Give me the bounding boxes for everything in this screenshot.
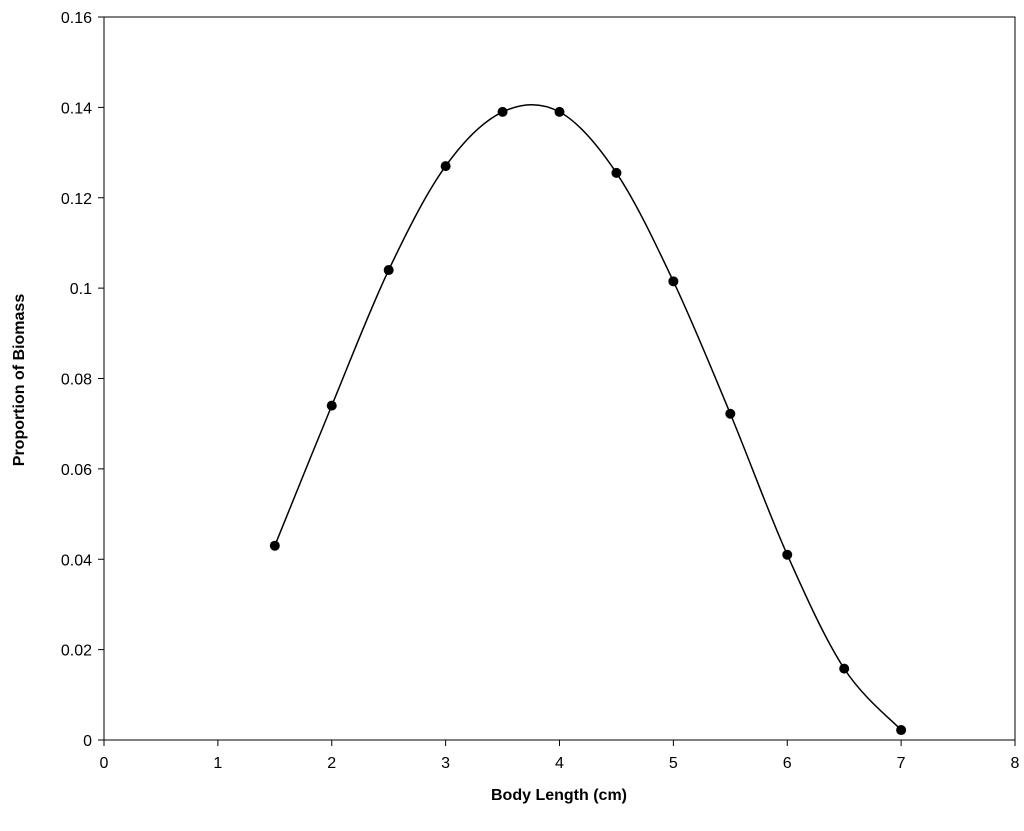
data-point: [896, 725, 907, 736]
y-tick-label: 0.02: [61, 643, 92, 660]
data-point: [554, 106, 565, 117]
y-tick-label: 0.12: [61, 191, 92, 208]
y-tick-label: 0.14: [61, 100, 92, 117]
series-line-group: [274, 103, 902, 731]
y-axis-ticks: 0 0.02 0.04 0.06 0.08 0.1 0.12 0.14 0.16: [61, 10, 104, 750]
x-tick-label: 7: [897, 755, 906, 772]
data-point: [782, 549, 793, 560]
x-axis-title: Body Length (cm): [491, 787, 627, 804]
x-tick-label: 0: [100, 755, 109, 772]
y-axis-title: Proportion of Biomass: [11, 294, 28, 467]
x-tick-label: 4: [555, 755, 564, 772]
data-point: [839, 663, 850, 674]
data-point: [611, 167, 622, 178]
series-line: [274, 103, 902, 731]
data-point: [440, 161, 451, 172]
y-tick-label: 0.08: [61, 372, 92, 389]
x-axis-ticks: 0 1 2 3 4 5 6 7 8: [100, 740, 1020, 772]
x-tick-label: 1: [213, 755, 222, 772]
y-tick-label: 0.1: [70, 281, 92, 298]
x-tick-label: 2: [327, 755, 336, 772]
plot-frame: [103, 16, 1016, 741]
data-point: [269, 540, 280, 551]
x-tick-label: 6: [783, 755, 792, 772]
y-tick-label: 0: [83, 733, 92, 750]
data-point: [383, 265, 394, 276]
data-point: [668, 276, 679, 287]
y-tick-label: 0.04: [61, 552, 92, 569]
x-tick-label: 8: [1011, 755, 1020, 772]
data-point: [725, 408, 736, 419]
data-point: [497, 106, 508, 117]
x-tick-label: 5: [669, 755, 678, 772]
plot-area-border: [103, 16, 1016, 741]
x-tick-label: 3: [441, 755, 450, 772]
data-point: [326, 400, 337, 411]
data-markers: [269, 106, 907, 736]
y-tick-label: 0.16: [61, 10, 92, 27]
y-tick-label: 0.06: [61, 462, 92, 479]
